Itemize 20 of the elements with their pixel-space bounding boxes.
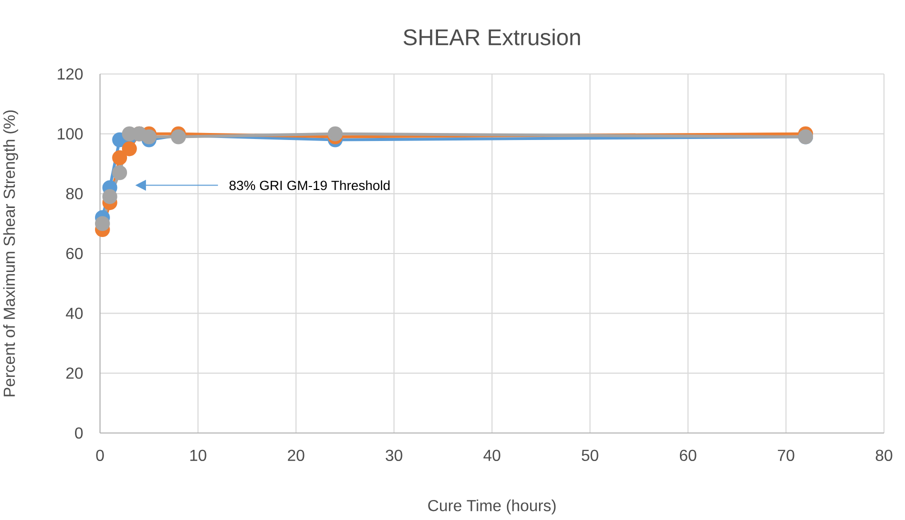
x-tick-label: 40 [483, 450, 500, 462]
y-tick-label: 0 [75, 427, 83, 439]
y-tick-label: 40 [66, 308, 83, 319]
y-tick-label: 20 [66, 367, 83, 379]
x-tick-label: 0 [96, 450, 104, 462]
x-axis-title: Cure Time (hours) [428, 500, 556, 514]
x-tick-label: 30 [386, 450, 402, 462]
y-tick-label: 80 [66, 188, 83, 200]
y-axis-title: Percent of Maximum Shear Strength (%) [3, 110, 18, 396]
x-tick-label: 50 [582, 450, 598, 462]
y-tick-label: 60 [66, 248, 83, 260]
x-tick-label: 20 [288, 450, 304, 462]
annotation: 83% GRI GM-19 Threshold [229, 180, 390, 190]
x-tick-label: 10 [190, 450, 206, 462]
chart-title: SHEAR Extrusion [404, 28, 580, 46]
x-tick-label: 80 [876, 450, 892, 462]
y-tick-label: 120 [58, 68, 83, 80]
x-tick-label: 70 [778, 450, 794, 462]
x-tick-label: 60 [680, 450, 696, 462]
y-tick-label: 100 [58, 128, 83, 140]
